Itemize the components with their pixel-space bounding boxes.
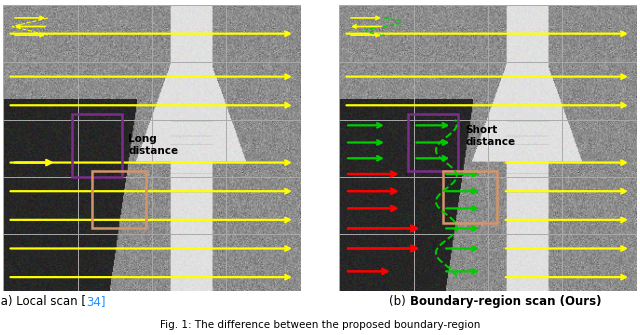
Bar	[93, 171, 146, 228]
Bar	[444, 171, 497, 223]
Text: Long
distance: Long distance	[128, 134, 179, 155]
Text: 34]: 34]	[86, 295, 106, 308]
Bar	[72, 114, 122, 177]
Text: (a) Local scan [: (a) Local scan [	[0, 295, 86, 308]
Text: Boundary-region scan (Ours): Boundary-region scan (Ours)	[410, 295, 601, 308]
Text: (b): (b)	[389, 295, 410, 308]
Text: Fig. 1: The difference between the proposed boundary-region: Fig. 1: The difference between the propo…	[160, 320, 480, 330]
Text: Short
distance: Short distance	[466, 125, 516, 147]
Bar	[408, 114, 458, 171]
